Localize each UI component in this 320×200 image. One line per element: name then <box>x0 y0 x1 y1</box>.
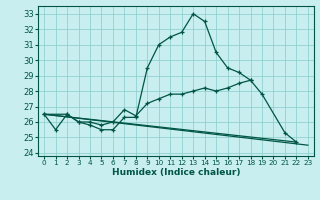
X-axis label: Humidex (Indice chaleur): Humidex (Indice chaleur) <box>112 168 240 177</box>
